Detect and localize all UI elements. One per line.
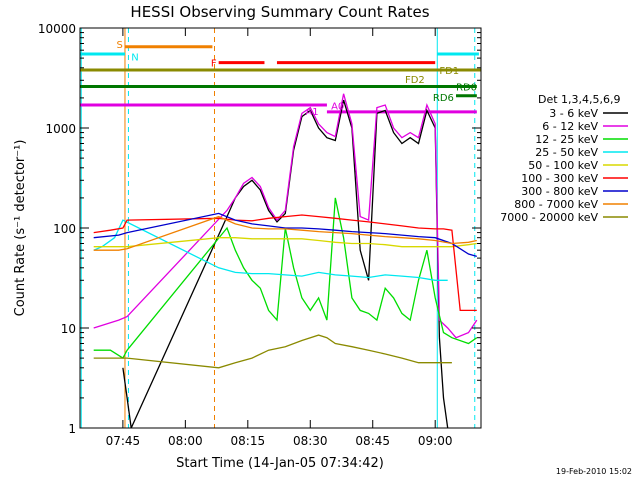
- flag-label-a0: A0: [331, 101, 344, 112]
- x-tick-label-1: 08:00: [168, 434, 203, 448]
- y-tick-label-0: 1: [68, 422, 76, 436]
- series-line-6: [93, 212, 477, 258]
- series-line-1: [93, 93, 478, 339]
- series-line-2: [93, 197, 478, 360]
- flag-label-s: S: [117, 40, 123, 51]
- legend-label-2: 12 - 25 keV: [535, 133, 598, 146]
- legend-label-0: 3 - 6 keV: [549, 107, 598, 120]
- flag-label-rd6: RD6: [433, 93, 454, 104]
- x-axis-ticks: 07:45 08:00 08:15 08:30 08:45 09:00: [106, 28, 453, 448]
- series-line-7: [93, 215, 477, 251]
- legend-label-4: 50 - 100 keV: [528, 159, 598, 172]
- x-tick-label-5: 09:00: [418, 434, 453, 448]
- legend-label-3: 25 - 50 keV: [535, 146, 598, 159]
- series-line-0: [122, 99, 449, 428]
- x-tick-label-3: 08:30: [293, 434, 328, 448]
- flag-label-f: F: [211, 59, 217, 70]
- series-line-4: [93, 237, 477, 248]
- legend-label-7: 800 - 7000 keV: [514, 198, 598, 211]
- x-axis-label: Start Time (14-Jan-05 07:34:42): [176, 456, 384, 471]
- y-tick-label-4: 10000: [38, 22, 76, 36]
- legend-title: Det 1,3,4,5,6,9: [538, 93, 621, 106]
- legend-label-1: 6 - 12 keV: [542, 120, 598, 133]
- y-tick-label-2: 100: [53, 222, 76, 236]
- legend-label-5: 100 - 300 keV: [521, 172, 598, 185]
- chart-title: HESSI Observing Summary Count Rates: [130, 3, 429, 21]
- x-tick-label-2: 08:15: [231, 434, 266, 448]
- y-tick-label-1: 10: [61, 322, 76, 336]
- flag-label-fd2: FD2: [405, 75, 425, 86]
- x-tick-label-0: 07:45: [106, 434, 141, 448]
- x-tick-label-4: 08:45: [355, 434, 390, 448]
- flag-label-rd0: RD0: [456, 83, 477, 94]
- series-line-5: [93, 214, 477, 312]
- series-line-3: [93, 219, 448, 281]
- y-tick-label-3: 1000: [45, 122, 76, 136]
- y-axis-ticks: 1 10 100 1000 10000: [38, 22, 481, 436]
- flag-label-a1: A1: [305, 107, 318, 118]
- timestamp: 19-Feb-2010 15:02: [556, 467, 632, 476]
- legend-label-8: 7000 - 20000 keV: [500, 211, 598, 224]
- series-line-8: [93, 334, 452, 369]
- legend-label-6: 300 - 800 keV: [521, 185, 598, 198]
- flag-label-n: N: [131, 52, 138, 63]
- y-axis-label: Count Rate (s⁻¹ detector⁻¹): [13, 140, 28, 317]
- flag-label-fd1: FD1: [439, 66, 459, 77]
